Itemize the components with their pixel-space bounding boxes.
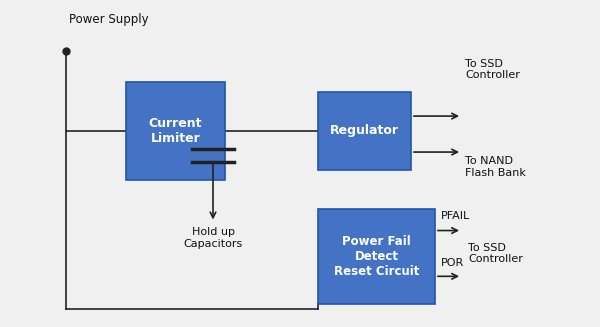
Text: Regulator: Regulator — [330, 124, 399, 137]
Text: To NAND
Flash Bank: To NAND Flash Bank — [465, 156, 526, 178]
Text: To SSD
Controller: To SSD Controller — [468, 243, 523, 264]
FancyBboxPatch shape — [126, 82, 225, 180]
Text: To SSD
Controller: To SSD Controller — [465, 59, 520, 80]
FancyBboxPatch shape — [318, 209, 435, 304]
Text: PFAIL: PFAIL — [441, 211, 470, 221]
FancyBboxPatch shape — [318, 92, 411, 170]
Text: Power Fail
Detect
Reset Circuit: Power Fail Detect Reset Circuit — [334, 235, 419, 278]
Text: Current
Limiter: Current Limiter — [149, 117, 202, 145]
Text: Hold up
Capacitors: Hold up Capacitors — [184, 227, 242, 249]
Text: POR: POR — [441, 258, 464, 268]
Text: Power Supply: Power Supply — [69, 13, 149, 26]
